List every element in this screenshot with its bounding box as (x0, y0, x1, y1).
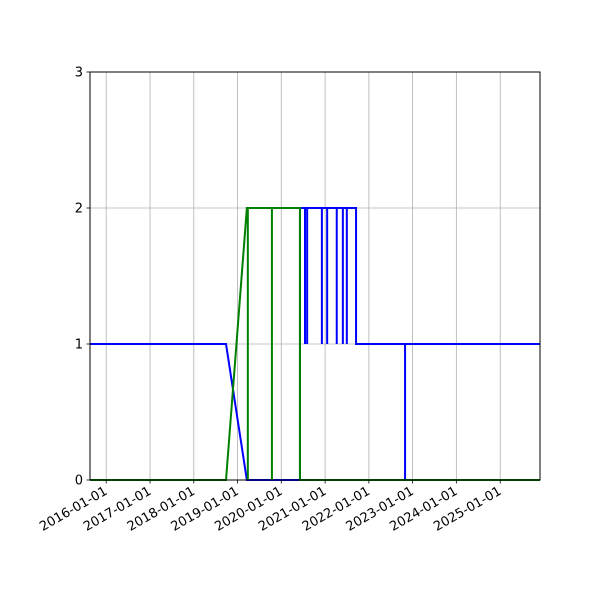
y-tick-label: 3 (75, 66, 83, 81)
axes-frame (89, 71, 541, 481)
y-tick-label: 2 (75, 202, 83, 217)
plot-area (90, 207, 540, 481)
series-line-2 (90, 207, 540, 481)
y-axis: 0 1 2 3 (75, 66, 90, 489)
y-tick-label: 1 (75, 338, 83, 353)
series-line-1 (90, 207, 540, 481)
y-tick-label: 0 (75, 474, 83, 489)
